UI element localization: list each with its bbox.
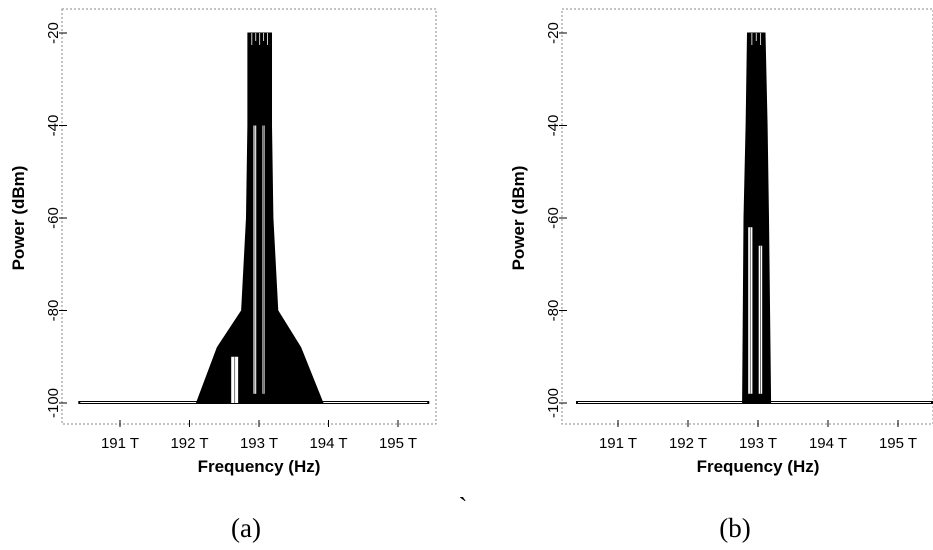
p0-y-tick-label: -60: [45, 207, 62, 229]
p0-x-tick-label: 192 T: [170, 435, 208, 452]
p1-plot-frame: [561, 8, 933, 425]
p0-x-tick-label: 191 T: [101, 435, 139, 452]
p1-x-axis-label: Frequency (Hz): [697, 457, 820, 476]
p1-x-tick-label: 194 T: [809, 435, 847, 452]
p0-plot-frame: [61, 8, 437, 425]
p0-y-tick-label: -80: [45, 300, 62, 322]
p1-y-tick-label: -80: [545, 300, 562, 322]
separator-mark: `: [459, 492, 468, 522]
p1-y-tick-label: -20: [545, 22, 562, 44]
p0-y-tick-label: -100: [45, 388, 62, 418]
p0-y-tick-label: -40: [45, 115, 62, 137]
p1-y-tick-label: -40: [545, 115, 562, 137]
p1-x-tick-label: 193 T: [739, 435, 777, 452]
p0-y-axis-label: Power (dBm): [9, 166, 28, 271]
caption-b: (b): [719, 513, 750, 543]
p1-x-tick-label: 195 T: [879, 435, 917, 452]
p0-x-tick-label: 193 T: [240, 435, 278, 452]
p0-x-axis-label: Frequency (Hz): [198, 457, 321, 476]
panel-b: -20 -40 -60 -80 -100 191 T 192 T 193 T 194 T 195 …: [509, 8, 933, 476]
p1-y-tick-label: -60: [545, 207, 562, 229]
p0-y-tick-label: -20: [45, 22, 62, 44]
p0-spectrum-envelope: [195, 32, 324, 404]
p1-y-tick-label: -100: [545, 388, 562, 418]
p0-x-tick-label: 195 T: [379, 435, 417, 452]
p1-y-axis-label: Power (dBm): [509, 166, 528, 271]
p1-x-tick-label: 191 T: [599, 435, 637, 452]
p1-spectrum-envelope: [742, 32, 772, 404]
p0-x-tick-label: 194 T: [309, 435, 347, 452]
p1-x-tick-label: 192 T: [669, 435, 707, 452]
caption-a: (a): [231, 513, 261, 543]
panel-a: -20 -40 -60 -80 -100 191 T 192 T 193 T 194 T 195 …: [9, 8, 437, 476]
